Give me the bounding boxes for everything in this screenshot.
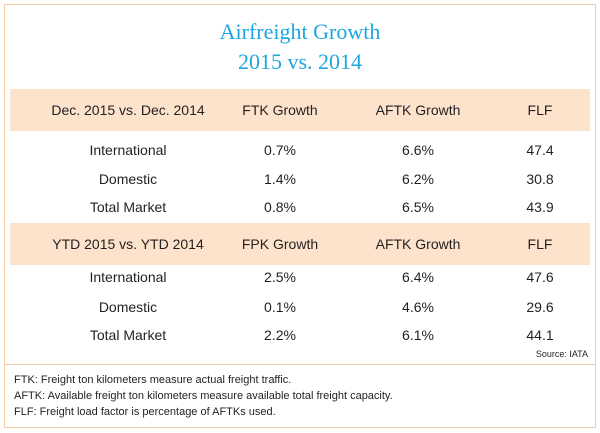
- table-cell: 6.5%: [402, 199, 434, 215]
- table-frame: [4, 4, 596, 428]
- table-cell: 6.1%: [402, 327, 434, 343]
- section-header-band-2: [10, 223, 590, 265]
- table-cell: 6.4%: [402, 269, 434, 285]
- section-header-band-1: [10, 89, 590, 131]
- row-label: Domestic: [98, 299, 158, 315]
- column-header: AFTK Growth: [375, 236, 461, 252]
- table-cell: 29.6: [526, 299, 554, 315]
- column-header: YTD 2015 vs. YTD 2014: [52, 236, 204, 252]
- table-cell: 0.7%: [264, 142, 296, 158]
- column-header: FPK Growth: [241, 236, 319, 252]
- table-cell: 0.1%: [264, 299, 296, 315]
- row-label: Domestic: [98, 171, 158, 187]
- row-label: Total Market: [89, 327, 167, 343]
- footnote-flf: FLF: Freight load factor is percentage o…: [14, 406, 276, 418]
- footnote-divider: [5, 364, 595, 365]
- footnote-aftk: AFTK: Available freight ton kilometers m…: [14, 390, 393, 402]
- column-header: AFTK Growth: [375, 102, 461, 118]
- column-header: Dec. 2015 vs. Dec. 2014: [51, 102, 205, 118]
- footnote-ftk: FTK: Freight ton kilometers measure actu…: [14, 374, 292, 386]
- row-label: Total Market: [89, 199, 167, 215]
- row-label: International: [89, 142, 167, 158]
- chart-title: Airfreight Growth: [219, 19, 381, 44]
- table-cell: 44.1: [526, 327, 554, 343]
- table-cell: 4.6%: [402, 299, 434, 315]
- table-cell: 2.5%: [264, 269, 296, 285]
- table-cell: 6.2%: [402, 171, 434, 187]
- source-note: Source: IATA: [535, 349, 588, 359]
- table-cell: 2.2%: [264, 327, 296, 343]
- table-cell: 1.4%: [264, 171, 296, 187]
- column-header: FTK Growth: [242, 102, 318, 118]
- table-cell: 47.4: [526, 142, 554, 158]
- table-cell: 43.9: [526, 199, 554, 215]
- table-cell: 47.6: [526, 269, 554, 285]
- column-header: FLF: [527, 236, 553, 252]
- chart-subtitle: 2015 vs. 2014: [237, 49, 363, 74]
- row-label: International: [89, 269, 167, 285]
- table-cell: 30.8: [526, 171, 554, 187]
- table-cell: 0.8%: [264, 199, 296, 215]
- table-cell: 6.6%: [402, 142, 434, 158]
- column-header: FLF: [527, 102, 553, 118]
